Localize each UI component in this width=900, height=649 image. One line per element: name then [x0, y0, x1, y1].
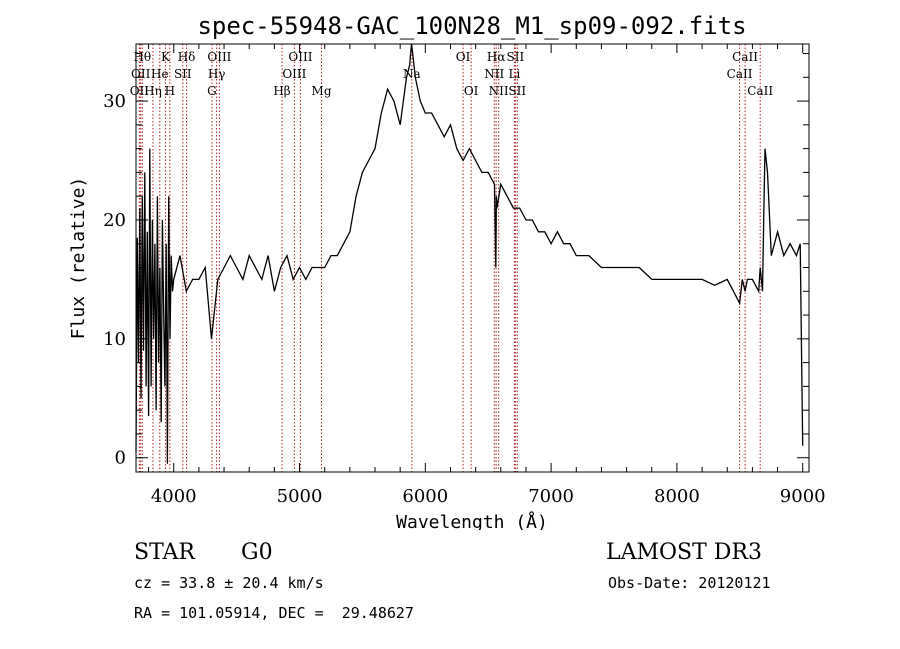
line-label-22: Li [508, 67, 520, 81]
x-tick-label-1: 5000 [277, 486, 323, 507]
emission-line-labels: OIIOIIHθHηHeKHSIIHδGHγOIIIHβOIIIOIIIMgNa… [130, 50, 774, 98]
line-label-17: OI [456, 50, 471, 64]
line-label-16: Na [403, 67, 421, 81]
line-label-1: OII [131, 67, 151, 81]
x-tick-label-2: 6000 [402, 486, 448, 507]
line-label-6: H [165, 84, 175, 98]
line-label-27: CaII [747, 84, 773, 98]
line-label-21: NII [489, 84, 509, 98]
line-label-18: OI [464, 84, 479, 98]
line-label-13: OIII [282, 67, 306, 81]
x-tick-label-5: 9000 [780, 486, 826, 507]
line-label-9: G [207, 84, 217, 98]
plot-frame [135, 43, 810, 473]
line-label-8: Hδ [178, 50, 196, 64]
line-label-5: K [161, 50, 171, 64]
line-label-24: SII [508, 84, 526, 98]
line-label-4: He [151, 67, 169, 81]
line-label-25: CaII [727, 67, 753, 81]
line-label-12: Hβ [273, 84, 290, 98]
y-axis: 0 10 20 30 [103, 53, 809, 469]
emission-line-markers [138, 44, 761, 472]
line-label-20: Hα [487, 50, 506, 64]
y-tick-label-1: 10 [103, 329, 126, 350]
y-tick-label-2: 20 [103, 210, 126, 231]
line-label-0: OII [130, 84, 150, 98]
spectrum-chart: spec-55948-GAC_100N28_M1_sp09-092.fits O… [68, 12, 826, 530]
redshift-readout: cz = 33.8 ± 20.4 km/s [134, 574, 324, 592]
spectrum-line [135, 43, 804, 464]
y-tick-label-0: 0 [115, 448, 126, 469]
x-axis-label: Wavelength (Å) [396, 511, 548, 530]
object-class: STAR [134, 540, 195, 565]
x-tick-label-0: 4000 [151, 486, 197, 507]
survey-name: LAMOST DR3 [606, 540, 762, 565]
y-axis-label: Flux (relative) [68, 177, 89, 340]
observation-date: Obs-Date: 20120121 [608, 574, 771, 592]
line-label-26: CaII [732, 50, 758, 64]
line-label-15: Mg [312, 84, 332, 98]
coordinates-readout: RA = 101.05914, DEC = 29.48627 [134, 604, 414, 622]
object-subclass: G0 [241, 540, 273, 565]
chart-title: spec-55948-GAC_100N28_M1_sp09-092.fits [197, 12, 746, 40]
line-label-19: NII [484, 67, 504, 81]
line-label-11: OIII [207, 50, 231, 64]
x-axis: 4000 5000 6000 7000 8000 9000 [148, 44, 826, 507]
line-label-7: SII [174, 67, 192, 81]
line-label-14: OIII [288, 50, 312, 64]
y-tick-label-3: 30 [103, 91, 126, 112]
x-tick-label-3: 7000 [528, 486, 574, 507]
line-label-23: SII [507, 50, 525, 64]
line-label-10: Hγ [208, 67, 226, 81]
line-label-3: Hη [144, 84, 162, 98]
x-tick-label-4: 8000 [654, 486, 700, 507]
